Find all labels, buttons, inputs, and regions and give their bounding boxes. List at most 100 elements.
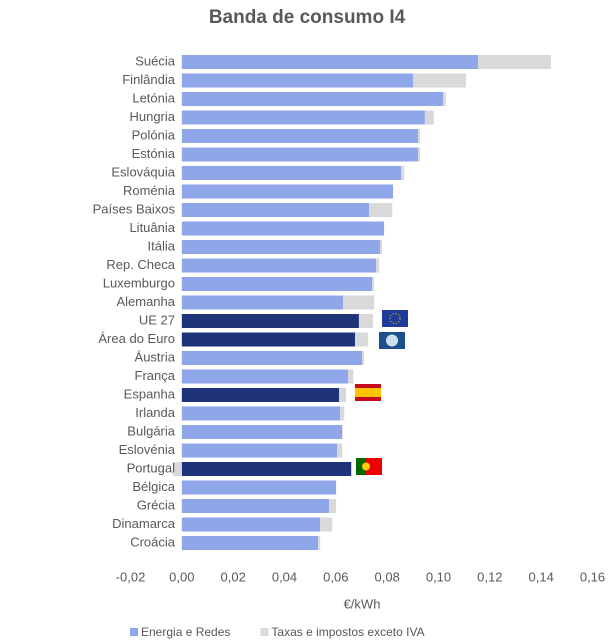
bar-segment bbox=[376, 258, 380, 273]
flag-euro-emblem bbox=[386, 334, 398, 347]
y-tick-label: Grécia bbox=[137, 497, 176, 512]
flag-eu-stars bbox=[389, 313, 401, 324]
bar-segment bbox=[181, 295, 344, 310]
bar-segment bbox=[379, 240, 383, 254]
y-tick-label: Bulgária bbox=[127, 423, 175, 438]
bar-segment bbox=[181, 332, 356, 347]
bar-segment bbox=[181, 221, 385, 236]
bar-segment bbox=[358, 314, 374, 328]
bar-segment bbox=[181, 443, 338, 458]
x-tick-label: 0,00 bbox=[169, 569, 194, 584]
bar-segment bbox=[181, 110, 425, 125]
bar-segment bbox=[424, 110, 434, 125]
y-tick-label: Polónia bbox=[132, 127, 176, 142]
x-tick-label: 0,10 bbox=[426, 569, 451, 584]
bar-segment bbox=[181, 462, 352, 476]
bar-segment bbox=[417, 129, 421, 143]
bar-segment bbox=[343, 295, 375, 310]
y-tick-label: Roménia bbox=[123, 183, 176, 198]
bar-segment bbox=[181, 240, 380, 254]
bar-segment bbox=[181, 480, 337, 495]
bar-segment bbox=[181, 166, 402, 180]
bar-segment bbox=[417, 147, 421, 162]
bar-segment bbox=[413, 73, 466, 88]
y-tick-label: Espanha bbox=[124, 386, 176, 401]
bar-segment bbox=[320, 517, 333, 532]
flags bbox=[355, 310, 408, 475]
flag-pt-green bbox=[356, 458, 366, 475]
y-tick-label: Luxemburgo bbox=[103, 275, 175, 290]
x-tick-label: 0,04 bbox=[272, 569, 297, 584]
bar-segment bbox=[181, 184, 394, 199]
y-tick-label: Áustria bbox=[135, 349, 176, 364]
bar-segment bbox=[181, 536, 319, 550]
bar-segment bbox=[340, 406, 345, 421]
legend-swatch bbox=[260, 628, 269, 636]
bar-segment bbox=[181, 351, 363, 365]
bar-segment bbox=[362, 351, 365, 365]
y-tick-label: Eslovénia bbox=[119, 442, 176, 457]
bar-segment bbox=[181, 73, 414, 88]
y-tick-label: Alemanha bbox=[116, 294, 175, 309]
y-tick-label: Estónia bbox=[132, 146, 176, 161]
bar-segment bbox=[181, 277, 373, 291]
bar-segment bbox=[181, 425, 343, 439]
bar-segment bbox=[181, 314, 359, 328]
bar-segment bbox=[348, 369, 354, 384]
x-tick-label: 0,06 bbox=[323, 569, 348, 584]
y-tick-label: UE 27 bbox=[139, 312, 175, 327]
bar-segment bbox=[181, 406, 341, 421]
legend-label: Energia e Redes bbox=[141, 625, 230, 639]
x-tick-label: 0,02 bbox=[221, 569, 246, 584]
x-tick-label: 0,14 bbox=[529, 569, 554, 584]
bar-segment bbox=[372, 277, 375, 291]
y-tick-label: Rep. Checa bbox=[106, 257, 175, 272]
bar-segment bbox=[181, 499, 330, 513]
bar-segment bbox=[181, 147, 418, 162]
y-tick-label: Finlândia bbox=[122, 72, 176, 87]
chart-title: Banda de consumo I4 bbox=[209, 7, 406, 28]
y-tick-label: Hungria bbox=[129, 109, 175, 124]
bar-segment bbox=[443, 92, 446, 106]
flag-es-band bbox=[355, 388, 381, 397]
bar-segment bbox=[172, 462, 182, 476]
bar-segment bbox=[337, 443, 343, 458]
bar-segment bbox=[181, 92, 444, 106]
bar-segment bbox=[369, 203, 393, 217]
y-tick-label: Portugal bbox=[127, 460, 176, 475]
y-tick-label: Suécia bbox=[135, 53, 176, 68]
y-tick-label: Letónia bbox=[132, 90, 175, 105]
bar-segment bbox=[181, 258, 377, 273]
bar-segment bbox=[401, 166, 405, 180]
flag-eu bbox=[382, 310, 408, 327]
x-tick-label: 0,12 bbox=[477, 569, 502, 584]
y-tick-label: Irlanda bbox=[135, 405, 176, 420]
y-tick-label: Lituânia bbox=[129, 220, 175, 235]
y-tick-label: Croácia bbox=[130, 534, 176, 549]
x-tick-label: 0,16 bbox=[580, 569, 605, 584]
bar-segment bbox=[181, 517, 321, 532]
bar-segment bbox=[478, 55, 551, 69]
bar-segment bbox=[318, 536, 321, 550]
flag-pt-emblem bbox=[362, 462, 370, 471]
bar-segment bbox=[355, 332, 369, 347]
y-tick-label: Área do Euro bbox=[98, 331, 175, 346]
x-tick-label: 0,08 bbox=[375, 569, 400, 584]
bar-segment bbox=[181, 388, 340, 402]
bar-segment bbox=[339, 388, 347, 402]
y-tick-label: França bbox=[135, 368, 176, 383]
bar-segment bbox=[329, 499, 337, 513]
y-tick-label: Dinamarca bbox=[112, 516, 176, 531]
x-tick-label: -0,02 bbox=[116, 569, 146, 584]
bar-segment bbox=[181, 369, 349, 384]
y-tick-label: Países Baixos bbox=[93, 201, 176, 216]
y-tick-label: Bélgica bbox=[132, 479, 175, 494]
y-tick-label: Itália bbox=[148, 238, 176, 253]
y-tick-label: Eslováquia bbox=[111, 164, 175, 179]
bar-segment bbox=[181, 55, 479, 69]
bar-segment bbox=[181, 203, 370, 217]
legend-swatch bbox=[130, 628, 138, 636]
legend-label: Taxas e impostos exceto IVA bbox=[271, 625, 424, 639]
x-axis-label: €/kWh bbox=[344, 596, 381, 611]
